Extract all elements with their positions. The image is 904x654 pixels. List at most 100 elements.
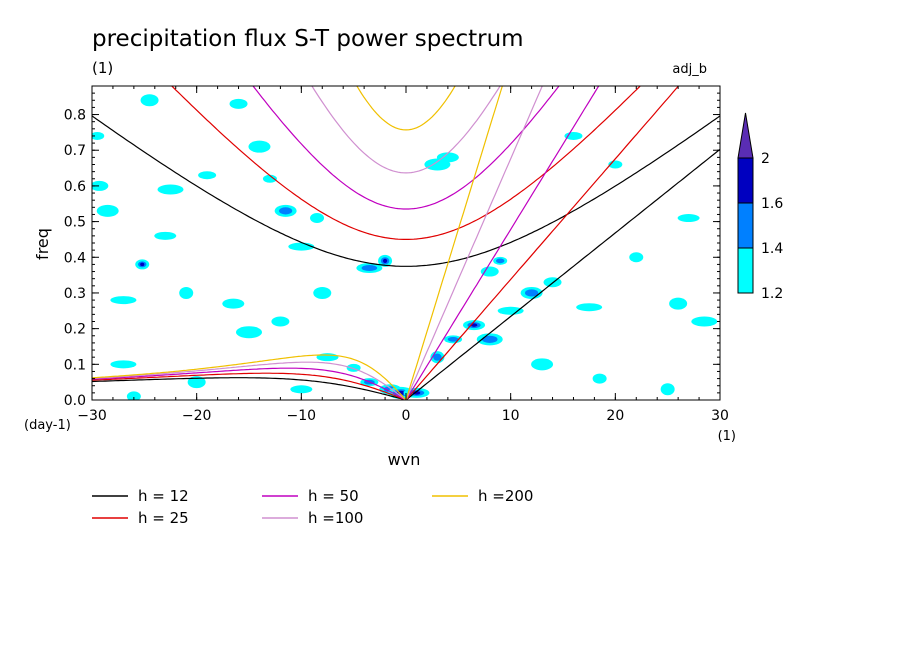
colorbar-label: 1.6 [761,196,783,212]
x-axis-unit: (1) [718,429,736,444]
contour-blob [677,214,700,223]
rossby-curve [92,377,407,400]
contour-blob [497,306,524,315]
x-tick-label: 20 [606,408,624,424]
contour-blob [271,316,290,327]
y-axis-label: freq [33,228,52,260]
y-tick-label: 0.1 [64,357,86,373]
contour-blob [179,286,194,299]
chart-subtitle-left: (1) [92,59,113,77]
rossby-curve [92,367,407,400]
contour-blob-mid [496,258,505,264]
colorbar-band [737,202,754,249]
contour-blob [157,184,184,195]
chart-title: precipitation flux S-T power spectrum [92,26,524,52]
x-tick-label: −30 [77,408,107,424]
contour-blob [187,376,206,389]
contour-blob-mid [481,335,498,343]
y-tick-label: 0.6 [64,179,86,195]
contour-blob [592,373,607,384]
contour-blob [92,180,109,191]
kelvin-curve [405,86,680,400]
rossby-curve [92,361,407,400]
colorbar-label: 2 [761,151,770,167]
contour-blob [629,252,644,263]
contour-blob [313,286,332,299]
legend-label: h = 50 [308,487,359,505]
y-tick-label: 0.3 [64,286,86,302]
contour-blob-mid [433,353,442,361]
colorbar-label: 1.2 [761,286,783,302]
contour-blob [222,298,245,309]
gravity-curve [170,86,642,240]
colorbar-triangle [737,112,754,159]
gravity-curve [252,86,560,210]
legend-label: h = 25 [138,509,189,527]
y-tick-label: 0.7 [64,143,86,159]
kelvin-curve [405,86,503,400]
y-tick-label: 0.8 [64,108,86,124]
contour-blob [480,266,499,277]
axis-ticks: −30 −20 −10 0 10 20 30 0.0 0.1 0.2 0.3 0.4 0.5 0.6 0.7… [64,86,729,424]
colorbar-band [737,247,754,294]
y-axis-unit: (day-1) [24,418,71,433]
contour-blob [92,131,105,140]
gravity-curve [92,115,720,267]
contour-blob [110,296,137,305]
legend-label: h =100 [308,509,363,527]
kelvin-curve [405,86,543,400]
x-tick-label: 10 [502,408,520,424]
contour-blob [564,131,583,140]
contour-blob-mid [361,264,378,271]
contour-blob [110,360,137,369]
contour-blob [660,383,675,396]
contour-blob [140,94,159,107]
rossby-curve [92,372,407,400]
contour-blob [310,213,325,224]
contour-blob [126,391,141,400]
contour-blob-mid [447,336,459,342]
legend-label: h = 12 [138,487,189,505]
contour-blob [262,174,277,183]
contour-blob [236,326,262,339]
y-tick-label: 0.4 [64,250,86,266]
contour-blob-mid [525,289,539,297]
contour-blob [290,385,313,394]
contour-blob [531,358,554,371]
kelvin-curve [405,86,600,400]
contour-blob [691,316,718,327]
colorbar: 2 1.6 1.4 1.2 [737,112,783,302]
gravity-curve [356,86,456,131]
contour-blob-high [382,258,388,263]
y-tick-label: 0.2 [64,322,86,338]
kelvin-curve [405,148,720,400]
y-tick-label: 0.0 [64,393,86,409]
contour-blob [154,231,177,240]
chart-subtitle-right: adj_b [672,62,707,77]
y-tick-label: 0.5 [64,215,86,231]
contour-blob [229,98,248,109]
contour-blob [424,158,451,171]
contour-blob-high [140,262,145,267]
x-tick-label: 30 [711,408,729,424]
contour-blob-mid [279,207,293,215]
x-tick-label: −10 [287,408,317,424]
contour-blob [198,171,217,180]
legend-label: h =200 [478,487,533,505]
legend: h = 12 h = 25 h = 50 h =100 h =200 [92,487,533,527]
contour-blob [669,297,688,310]
contour-blob [576,303,603,312]
contour-blob [316,353,339,362]
x-tick-label: −20 [182,408,212,424]
colorbar-band [737,157,754,204]
gravity-curve [311,86,501,174]
contour-blob [96,204,119,217]
dispersion-curves [92,86,720,400]
rossby-curve [92,354,407,400]
contour-blob [248,140,271,153]
x-tick-label: 0 [402,408,411,424]
plot-area [92,86,720,400]
x-axis-label: wvn [388,450,421,469]
colorbar-label: 1.4 [761,241,783,257]
